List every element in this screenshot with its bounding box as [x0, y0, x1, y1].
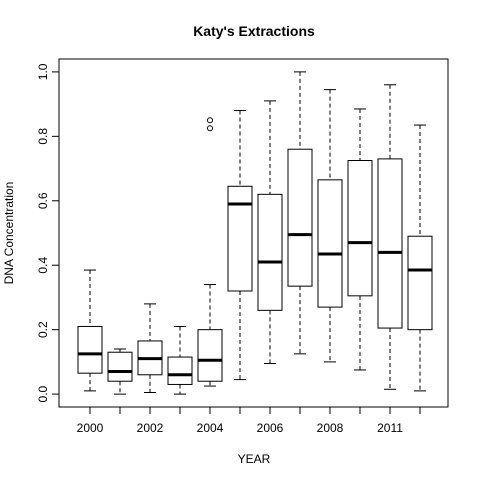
x-tick-label: 2008: [317, 421, 344, 435]
y-axis: 0.0 0.2 0.4 0.6 0.8 1.0: [36, 63, 60, 402]
box-2000: [77, 269, 103, 392]
box-2004: [197, 117, 223, 387]
y-tick-label: 0.4: [36, 257, 50, 274]
x-tick-label: 2000: [77, 421, 104, 435]
iqr-box: [167, 356, 193, 385]
iqr-box: [257, 193, 283, 311]
boxes-layer: [77, 71, 433, 395]
iqr-box: [77, 325, 103, 374]
x-axis-label: YEAR: [238, 452, 271, 466]
y-tick-label: 0.2: [36, 321, 50, 338]
box-2010: [377, 84, 403, 390]
y-tick-label: 0.0: [36, 385, 50, 402]
x-tick-label: 2006: [257, 421, 284, 435]
chart-title: Katy's Extractions: [193, 23, 315, 39]
iqr-box: [287, 148, 313, 287]
x-axis: 2000 2002 2004 2006 2008 2011: [77, 406, 421, 435]
outlier-point: [207, 117, 213, 124]
iqr-box: [227, 185, 253, 292]
y-tick-label: 0.6: [36, 192, 50, 209]
iqr-box: [197, 329, 223, 382]
x-tick-label: 2011: [377, 421, 403, 435]
box-2003: [167, 325, 193, 395]
x-tick-label: 2004: [197, 421, 224, 435]
iqr-box: [407, 235, 433, 331]
box-2007: [287, 71, 313, 355]
box-2011: [407, 124, 433, 392]
iqr-box: [107, 351, 133, 382]
y-tick-label: 1.0: [36, 63, 50, 80]
box-2005: [227, 110, 253, 381]
iqr-box: [377, 158, 403, 329]
y-axis-label: DNA Concentration: [2, 182, 16, 285]
box-2009: [347, 108, 373, 371]
box-2001: [107, 348, 133, 395]
y-tick-label: 0.8: [36, 128, 50, 145]
iqr-box: [317, 179, 343, 308]
box-2006: [257, 100, 283, 364]
box-2008: [317, 89, 343, 363]
x-tick-label: 2002: [137, 421, 164, 435]
box-2002: [137, 303, 163, 393]
outlier-point: [207, 125, 213, 132]
iqr-box: [347, 160, 373, 297]
